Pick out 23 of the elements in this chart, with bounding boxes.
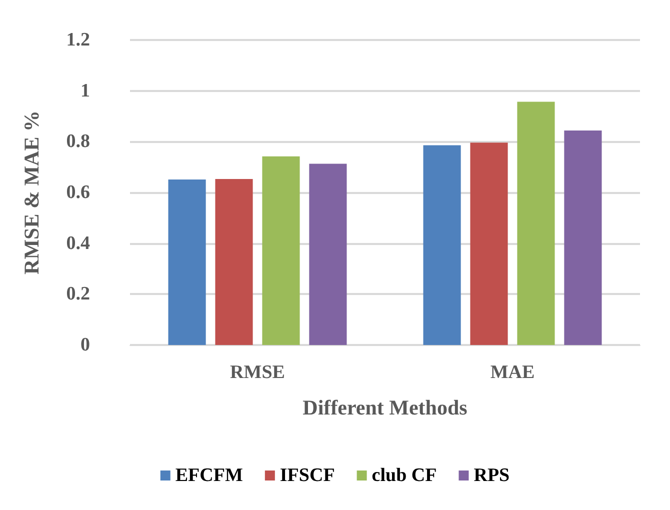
bar (564, 130, 602, 345)
legend-label: club CF (372, 465, 437, 486)
x-axis-title: Different Methods (302, 396, 468, 420)
y-tick-label: 0.2 (66, 284, 90, 305)
x-tick-label: RMSE (230, 362, 285, 383)
bar (309, 164, 347, 345)
x-tick-label: MAE (490, 362, 535, 383)
y-tick-label: 0 (80, 334, 90, 356)
y-tick-label: 0.4 (66, 232, 90, 254)
legend-label: EFCFM (175, 465, 243, 486)
legend-label: IFSCF (280, 465, 335, 486)
legend-label: RPS (474, 465, 510, 486)
bar (423, 145, 461, 345)
bar (168, 180, 206, 345)
y-tick-label: 0.6 (66, 182, 90, 203)
y-tick-label: 1.2 (66, 30, 90, 50)
bar (215, 179, 253, 345)
y-tick-label: 1 (80, 80, 90, 102)
bar (470, 142, 508, 345)
bar (517, 102, 555, 345)
y-tick-label: 0.8 (66, 131, 90, 152)
bar (262, 156, 300, 345)
y-axis-title: RMSE & MAE % (20, 110, 44, 274)
